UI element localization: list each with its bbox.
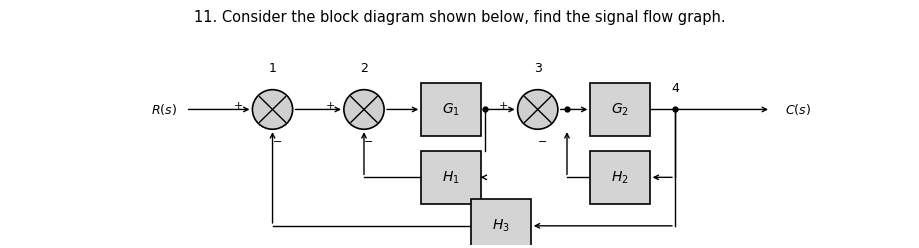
Text: $H_3$: $H_3$: [492, 218, 509, 234]
Text: −: −: [364, 136, 373, 147]
Text: $G_2$: $G_2$: [610, 101, 629, 118]
Text: −: −: [272, 136, 281, 147]
Text: 2: 2: [359, 62, 368, 75]
FancyBboxPatch shape: [590, 151, 649, 204]
Text: +: +: [498, 101, 508, 111]
FancyBboxPatch shape: [421, 151, 480, 204]
Text: $R(s)$: $R(s)$: [151, 102, 176, 117]
FancyBboxPatch shape: [421, 83, 480, 136]
FancyBboxPatch shape: [590, 83, 649, 136]
Text: 4: 4: [670, 82, 678, 95]
Text: +: +: [325, 101, 335, 111]
Text: +: +: [233, 101, 243, 111]
Text: $C(s)$: $C(s)$: [784, 102, 810, 117]
Text: $H_2$: $H_2$: [610, 169, 629, 186]
FancyBboxPatch shape: [471, 199, 530, 248]
Text: $G_1$: $G_1$: [441, 101, 460, 118]
Ellipse shape: [517, 90, 557, 129]
Text: 11. Consider the block diagram shown below, find the signal flow graph.: 11. Consider the block diagram shown bel…: [194, 10, 725, 25]
Ellipse shape: [252, 90, 292, 129]
Text: $H_1$: $H_1$: [441, 169, 460, 186]
Text: 1: 1: [268, 62, 277, 75]
Ellipse shape: [344, 90, 384, 129]
Text: 3: 3: [533, 62, 541, 75]
Text: −: −: [537, 136, 547, 147]
